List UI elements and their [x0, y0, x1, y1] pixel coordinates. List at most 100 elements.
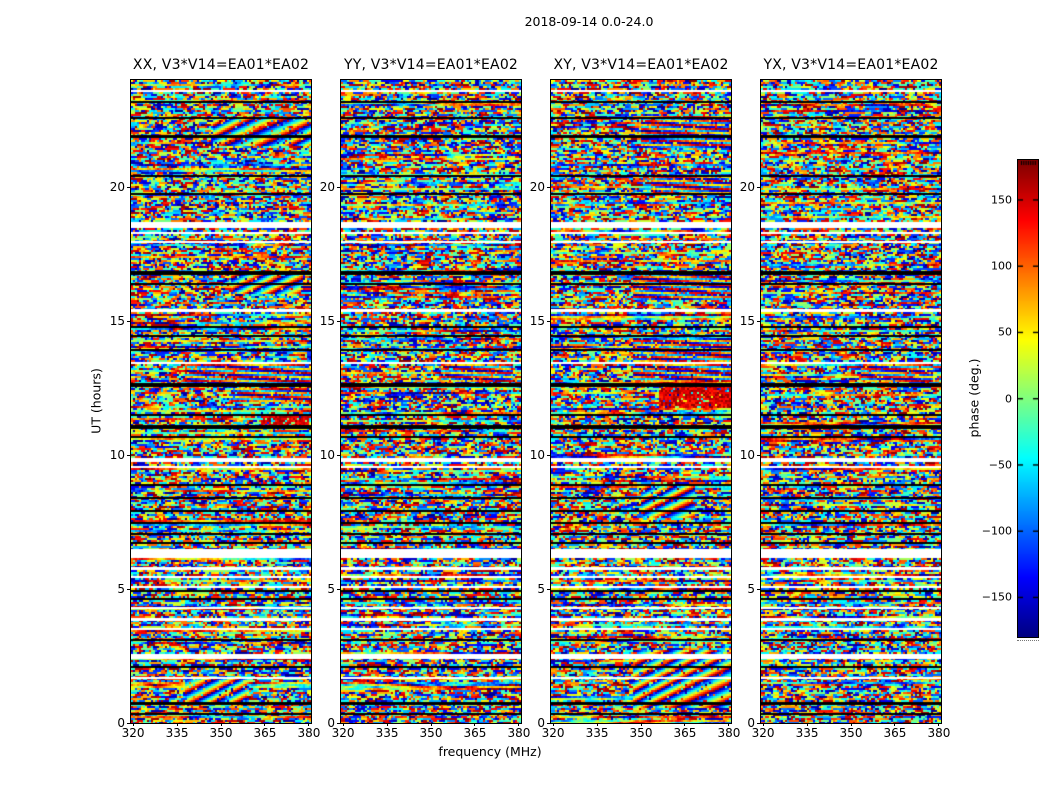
y-tick-label: 5	[117, 582, 125, 597]
y-tick-mark	[547, 454, 550, 456]
y-tick-label: 5	[537, 582, 545, 597]
x-tick-mark	[596, 723, 598, 726]
x-tick-label: 320	[121, 726, 145, 740]
x-tick-mark	[728, 723, 730, 726]
subplot-title-xy: XY, V3*V14=EA01*EA02	[553, 57, 729, 73]
x-tick-label: 350	[209, 726, 233, 740]
y-tick-mark	[547, 722, 550, 724]
x-tick-mark	[938, 723, 940, 726]
y-tick-label: 20	[109, 180, 125, 195]
x-tick-mark	[132, 723, 134, 726]
y-tick-mark	[337, 722, 340, 724]
y-tick-mark	[337, 320, 340, 322]
y-tick-label: 15	[109, 314, 125, 329]
y-tick-label: 10	[739, 448, 755, 463]
x-tick-label: 365	[253, 726, 277, 740]
x-tick-label: 380	[297, 726, 321, 740]
x-tick-label: 350	[839, 726, 863, 740]
x-tick-mark	[552, 723, 554, 726]
y-tick-mark	[757, 186, 760, 188]
y-tick-mark	[127, 454, 130, 456]
y-tick-label: 5	[327, 582, 335, 597]
y-tick-mark	[757, 320, 760, 322]
colorbar-tick-label: −50	[988, 458, 1012, 472]
x-tick-label: 335	[165, 726, 189, 740]
subplot-title-yx: YX, V3*V14=EA01*EA02	[763, 57, 939, 73]
x-tick-label: 320	[331, 726, 355, 740]
y-tick-mark	[337, 588, 340, 590]
y-tick-mark	[547, 588, 550, 590]
x-tick-mark	[518, 723, 520, 726]
y-tick-mark	[757, 454, 760, 456]
heatmap-canvas-yy	[340, 79, 522, 724]
y-tick-mark	[127, 722, 130, 724]
x-tick-label: 365	[673, 726, 697, 740]
x-tick-label: 365	[463, 726, 487, 740]
colorbar-tick-label: 100	[991, 259, 1012, 273]
x-tick-mark	[640, 723, 642, 726]
y-tick-label: 15	[529, 314, 545, 329]
x-tick-label: 380	[717, 726, 741, 740]
x-tick-label: 380	[927, 726, 951, 740]
y-tick-label: 10	[109, 448, 125, 463]
y-tick-label: 10	[529, 448, 545, 463]
x-tick-mark	[474, 723, 476, 726]
x-tick-label: 335	[795, 726, 819, 740]
figure-title: 2018-09-14 0.0-24.0	[524, 14, 654, 29]
y-tick-label: 20	[529, 180, 545, 195]
x-tick-mark	[894, 723, 896, 726]
colorbar-tick-label: 50	[998, 325, 1012, 339]
y-tick-label: 0	[327, 716, 335, 730]
x-tick-mark	[308, 723, 310, 726]
x-tick-mark	[342, 723, 344, 726]
y-tick-label: 20	[319, 180, 335, 195]
x-tick-label: 380	[507, 726, 531, 740]
y-tick-label: 10	[319, 448, 335, 463]
colorbar-tick-label: −100	[981, 524, 1012, 538]
x-tick-mark	[684, 723, 686, 726]
y-tick-mark	[337, 186, 340, 188]
y-tick-label: 15	[739, 314, 755, 329]
y-tick-mark	[337, 454, 340, 456]
x-tick-mark	[430, 723, 432, 726]
colorbar-tick-label: 150	[991, 193, 1012, 207]
subplot-title-xx: XX, V3*V14=EA01*EA02	[132, 57, 310, 73]
x-tick-label: 365	[883, 726, 907, 740]
heatmap-canvas-xx	[130, 79, 312, 724]
y-tick-mark	[547, 186, 550, 188]
subplot-title-yy: YY, V3*V14=EA01*EA02	[343, 57, 519, 73]
y-tick-mark	[757, 588, 760, 590]
y-tick-mark	[127, 588, 130, 590]
x-tick-label: 335	[375, 726, 399, 740]
y-tick-label: 0	[537, 716, 545, 730]
x-tick-mark	[264, 723, 266, 726]
x-tick-label: 335	[585, 726, 609, 740]
x-tick-mark	[220, 723, 222, 726]
y-axis-label: UT (hours)	[88, 368, 104, 434]
y-tick-label: 15	[319, 314, 335, 329]
y-tick-mark	[127, 320, 130, 322]
heatmap-canvas-yx	[760, 79, 942, 724]
x-tick-mark	[762, 723, 764, 726]
colorbar-tick-label: −150	[981, 590, 1012, 604]
x-tick-label: 350	[419, 726, 443, 740]
y-tick-mark	[757, 722, 760, 724]
x-tick-mark	[806, 723, 808, 726]
y-tick-mark	[547, 320, 550, 322]
x-tick-label: 320	[751, 726, 775, 740]
y-tick-label: 5	[747, 582, 755, 597]
colorbar-dotted-edge-icon	[1017, 640, 1039, 641]
y-tick-mark	[127, 186, 130, 188]
x-axis-label: frequency (MHz)	[438, 744, 542, 759]
x-tick-label: 320	[541, 726, 565, 740]
colorbar-tick-label: 0	[1005, 392, 1012, 405]
colorbar-gradient-canvas	[1017, 159, 1039, 638]
x-tick-label: 350	[629, 726, 653, 740]
y-tick-label: 20	[739, 180, 755, 195]
y-tick-label: 0	[117, 716, 125, 730]
heatmap-canvas-xy	[550, 79, 732, 724]
y-tick-label: 0	[747, 716, 755, 730]
x-tick-mark	[386, 723, 388, 726]
x-tick-mark	[176, 723, 178, 726]
